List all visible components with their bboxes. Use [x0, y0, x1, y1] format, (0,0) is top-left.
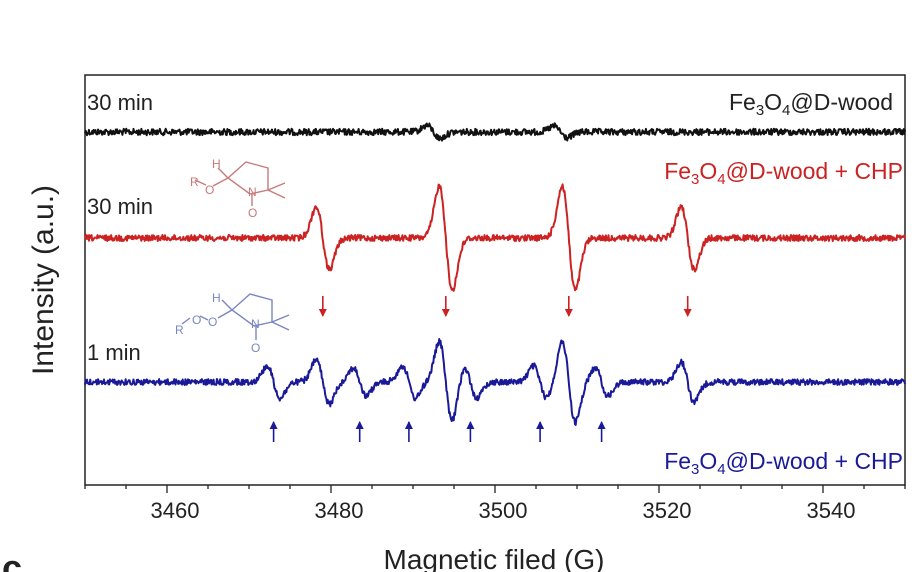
structure-red-n: N — [248, 185, 257, 199]
structure-blue: H R O O N O — [175, 291, 290, 355]
x-tick-label: 3520 — [643, 498, 692, 523]
spectra — [84, 122, 906, 426]
red-down-arrow — [564, 296, 573, 317]
x-tick-label: 3500 — [479, 498, 528, 523]
time-label-blue: 1 min — [87, 340, 141, 365]
structure-red-ring — [226, 161, 269, 195]
legend-blue: Fe3O4@D-wood + CHP — [664, 448, 903, 478]
structure-blue-ring — [230, 293, 273, 327]
panel-letter: c — [2, 547, 22, 572]
structure-red-o-bond — [212, 177, 229, 187]
legend-red: Fe3O4@D-wood + CHP — [664, 158, 903, 188]
spectrum-line-0 — [84, 122, 906, 142]
y-axis-label: Intensity (a.u.) — [27, 185, 60, 375]
structure-blue-o1: O — [208, 315, 217, 329]
structure-red-h-bond — [217, 167, 229, 179]
structure-red-o2: O — [248, 206, 257, 220]
x-axis-label: Magnetic filed (G) — [384, 544, 605, 572]
structure-blue-n: N — [251, 317, 260, 331]
red-down-arrow — [318, 296, 327, 317]
x-ticks — [84, 485, 906, 493]
structure-red-methyls — [267, 182, 286, 199]
structure-red-r-bond — [194, 179, 207, 186]
x-tick-label: 3460 — [151, 498, 200, 523]
x-tick-labels: 3460 3480 3500 3520 3540 — [151, 498, 856, 523]
legend-black: Fe3O4@D-wood — [729, 89, 893, 119]
x-tick-label: 3480 — [315, 498, 364, 523]
structure-blue-h-bond — [221, 299, 233, 311]
structure-red-h: H — [212, 157, 221, 171]
blue-up-arrow — [466, 421, 475, 442]
structure-blue-o2: O — [251, 341, 260, 355]
blue-up-arrow — [269, 421, 278, 442]
structure-red: H R O N O — [190, 157, 286, 220]
blue-up-arrow — [597, 421, 606, 442]
structure-blue-methyls — [271, 314, 290, 331]
x-tick-label: 3540 — [807, 498, 856, 523]
blue-up-arrow — [536, 421, 545, 442]
structure-blue-r: R — [175, 323, 184, 337]
spectrum-line-2 — [84, 338, 906, 426]
time-label-black: 30 min — [87, 90, 153, 115]
red-down-arrow — [683, 296, 692, 317]
blue-up-arrow — [355, 421, 364, 442]
red-down-arrow — [441, 296, 450, 317]
peak-arrows — [269, 296, 692, 442]
blue-up-arrow — [404, 421, 413, 442]
structure-blue-peroxy-bonds — [181, 309, 233, 325]
time-label-red: 30 min — [87, 194, 153, 219]
structure-blue-h: H — [212, 291, 221, 305]
structure-blue-o3: O — [192, 313, 201, 327]
spectrum-line-1 — [84, 183, 906, 292]
structure-red-o1: O — [205, 183, 214, 197]
structure-red-r: R — [190, 175, 199, 189]
